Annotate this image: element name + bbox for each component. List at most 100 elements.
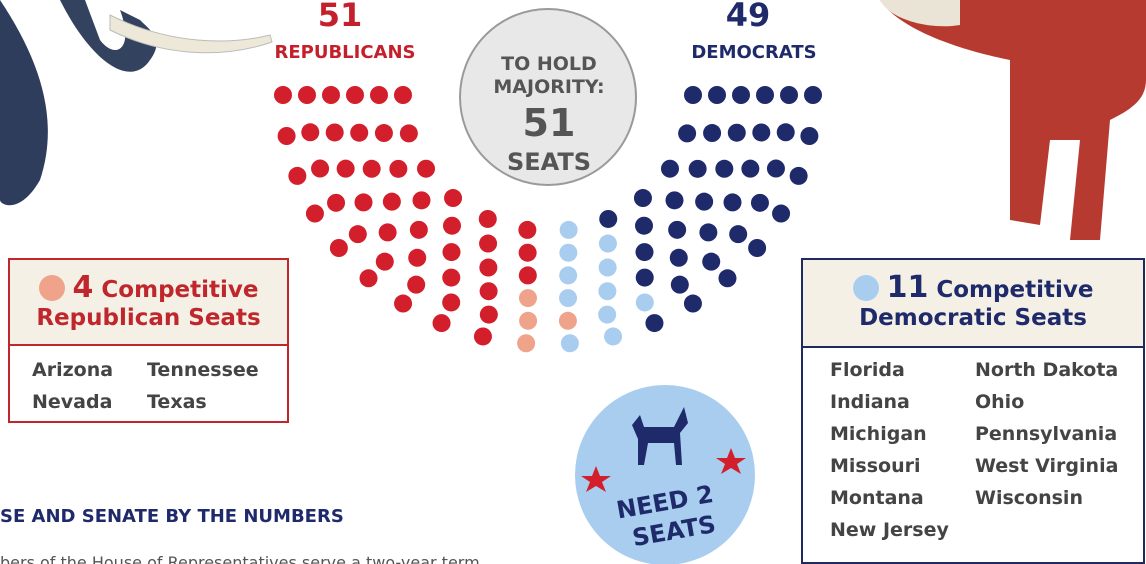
seat-dot	[732, 86, 750, 104]
seat-dot	[780, 86, 798, 104]
seat-dot	[444, 189, 462, 207]
seat-dot	[752, 123, 770, 141]
seat-dot	[394, 295, 412, 313]
seat-dot	[645, 314, 663, 332]
seat-dot	[671, 276, 689, 294]
seat-dot	[433, 314, 451, 332]
seat-dot	[519, 312, 537, 330]
seat-dot	[751, 194, 769, 212]
seat-dot	[274, 86, 292, 104]
count: 11	[887, 270, 929, 305]
seat-dot	[661, 160, 679, 178]
majority-line: TO HOLD	[501, 53, 597, 75]
dem-box: 11 Competitive Democratic Seats FloridaN…	[801, 258, 1145, 564]
majority-seats: 51	[523, 101, 576, 145]
seat-dot	[634, 189, 652, 207]
seat-dot	[670, 249, 688, 267]
majority-unit: SEATS	[507, 148, 591, 176]
seat-dot	[337, 160, 355, 178]
seat-dot	[598, 282, 616, 300]
seat-dot	[375, 124, 393, 142]
seat-dot	[408, 249, 426, 267]
label: Republican Seats	[10, 305, 287, 331]
state: Wisconsin	[975, 482, 1135, 514]
seat-dot	[800, 127, 818, 145]
seat-dot	[443, 243, 461, 261]
dem-box-head: 11 Competitive Democratic Seats	[803, 260, 1143, 348]
seat-dot	[604, 327, 622, 345]
state: Nevada	[32, 386, 147, 418]
rep-box-title: 4 Competitive	[10, 270, 287, 305]
legend-dot	[853, 275, 879, 301]
seat-dot	[288, 167, 306, 185]
seat-dot	[517, 334, 535, 352]
seat-dot	[598, 306, 616, 324]
state: Florida	[830, 354, 975, 386]
seat-dot	[728, 124, 746, 142]
seat-dot	[298, 86, 316, 104]
seat-dot	[559, 312, 577, 330]
seat-dot	[560, 221, 578, 239]
label: Competitive	[101, 277, 258, 303]
seat-dot	[668, 221, 686, 239]
seat-dot	[715, 160, 733, 178]
count: 4	[73, 270, 94, 305]
seat-dot	[410, 221, 428, 239]
label: Democratic Seats	[803, 305, 1143, 331]
dem-box-title: 11 Competitive	[803, 270, 1143, 305]
seat-dot	[413, 191, 431, 209]
seat-dot	[278, 127, 296, 145]
elephant	[0, 0, 48, 205]
seat-dot	[599, 235, 617, 253]
seat-dot	[346, 86, 364, 104]
seat-dot	[480, 306, 498, 324]
legend-dot	[39, 275, 65, 301]
seat-dot	[479, 210, 497, 228]
state: Michigan	[830, 418, 975, 450]
seat-dot	[748, 239, 766, 257]
seat-dot	[479, 235, 497, 253]
seat-dot	[777, 123, 795, 141]
seat-dot	[301, 123, 319, 141]
seat-dot	[695, 193, 713, 211]
rep-seats: 51	[318, 0, 363, 34]
state: Texas	[147, 386, 287, 418]
seat-dot	[678, 124, 696, 142]
state: North Dakota	[975, 354, 1135, 386]
seat-dot	[559, 289, 577, 307]
seat-dot	[350, 124, 368, 142]
majority-line: MAJORITY:	[493, 76, 604, 98]
seat-dot	[383, 193, 401, 211]
section-text: bers of the House of Representatives ser…	[0, 553, 480, 564]
seat-dot	[389, 160, 407, 178]
rep-label: REPUBLICANS	[274, 42, 415, 63]
seat-dot	[636, 269, 654, 287]
seat-dot	[729, 225, 747, 243]
state: West Virginia	[975, 450, 1135, 482]
seat-dot	[407, 276, 425, 294]
page: 51 REPUBLICANS 49 DEMOCRATS TO HOLD MAJO…	[0, 0, 1146, 564]
seat-dot	[699, 223, 717, 241]
seat-dot	[665, 191, 683, 209]
seat-dot	[708, 86, 726, 104]
seat-dot	[306, 205, 324, 223]
state: Indiana	[830, 386, 975, 418]
dem-seats: 49	[726, 0, 771, 34]
label: Competitive	[936, 277, 1093, 303]
dem-label: DEMOCRATS	[691, 42, 816, 63]
seat-dot	[703, 124, 721, 142]
seat-dot	[326, 123, 344, 141]
seat-dot	[417, 160, 435, 178]
seat-dot	[370, 86, 388, 104]
seat-dot	[756, 86, 774, 104]
seat-dot	[474, 327, 492, 345]
seat-dot	[718, 269, 736, 287]
seat-dot	[322, 86, 340, 104]
state: New Jersey	[830, 514, 975, 546]
donkey	[880, 0, 1146, 240]
seat-dot	[599, 210, 617, 228]
seat-dot	[636, 243, 654, 261]
